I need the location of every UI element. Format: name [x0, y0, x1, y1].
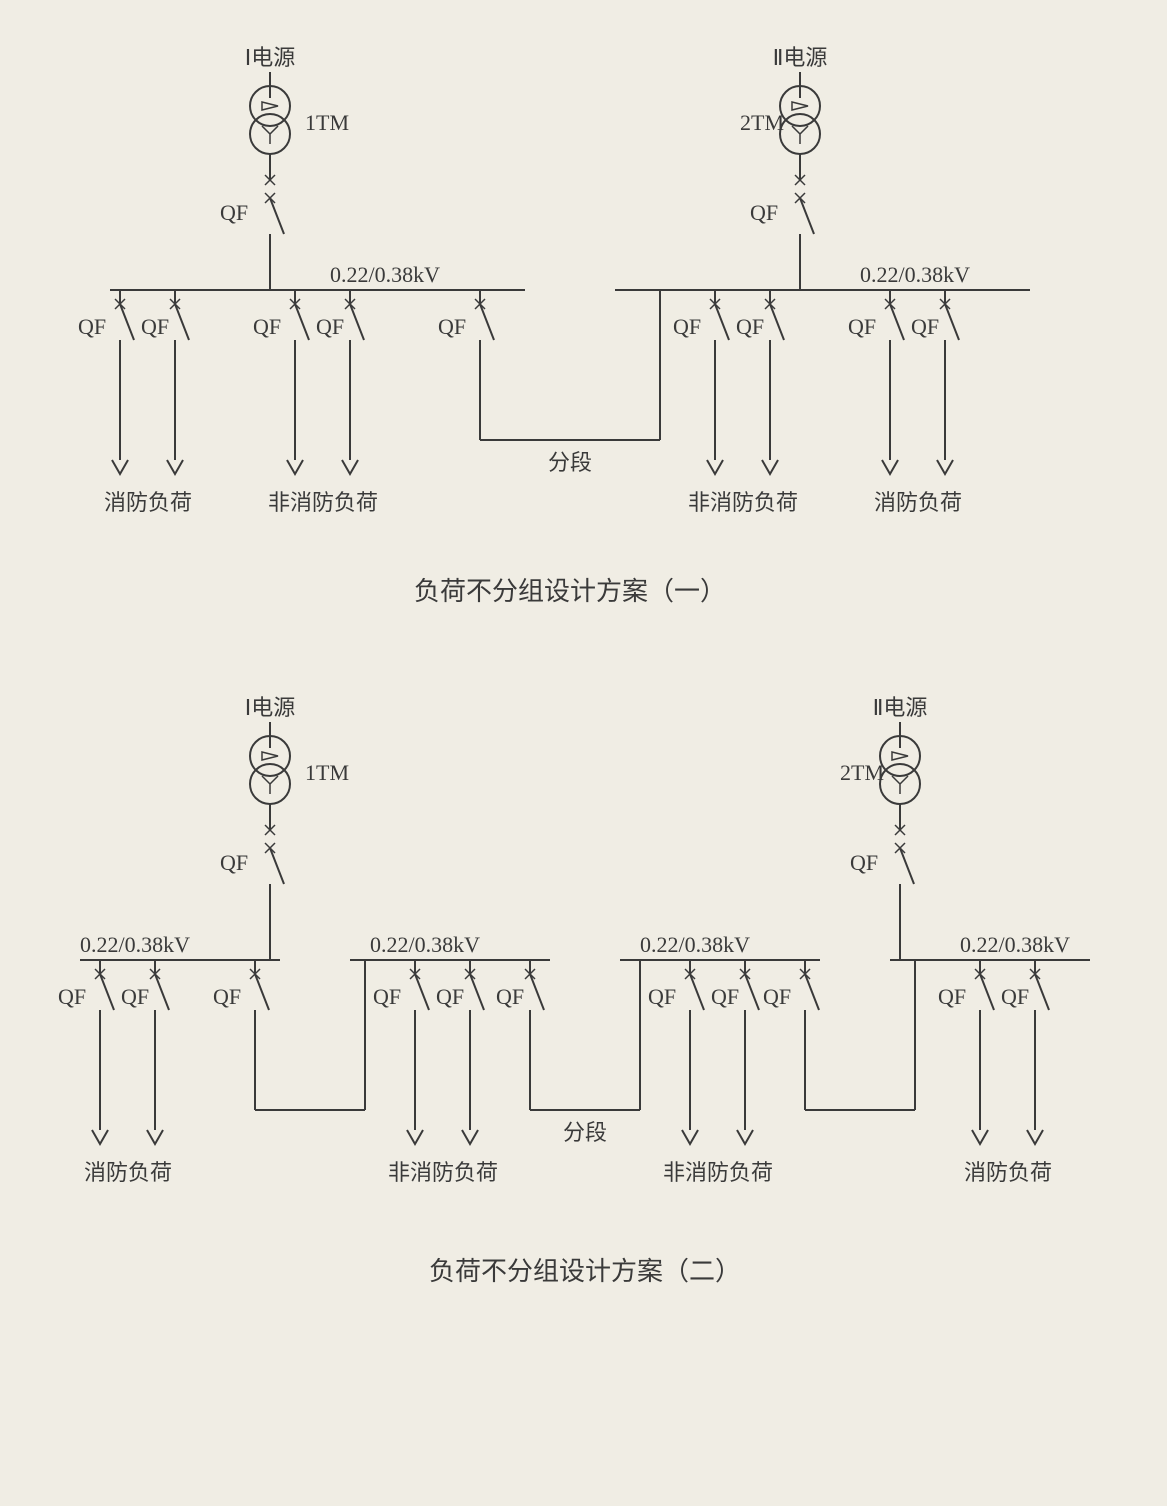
- arrow-icon: [707, 460, 723, 474]
- load-fire-label: 消防负荷: [964, 1160, 1052, 1185]
- arrow-icon: [737, 1130, 753, 1144]
- source-2-label: Ⅱ电源: [873, 695, 928, 720]
- qf-label: QF: [1001, 984, 1029, 1009]
- qf-label: QF: [220, 200, 248, 225]
- qf-label: QF: [496, 984, 524, 1009]
- bus-b-feeders: QF QF 非消防负荷 QF: [255, 960, 544, 1185]
- qf-label: QF: [938, 984, 966, 1009]
- qf-label: QF: [436, 984, 464, 1009]
- main-breaker-1-icon: [265, 843, 284, 892]
- qf-label: QF: [711, 984, 739, 1009]
- source-1: Ⅰ电源 1TM QF: [220, 695, 349, 960]
- qf-label: QF: [220, 850, 248, 875]
- diagram-1-title: 负荷不分组设计方案（一）: [414, 577, 726, 606]
- diagram-2-title: 负荷不分组设计方案（二）: [429, 1257, 741, 1286]
- arrow-icon: [407, 1130, 423, 1144]
- source-2: Ⅱ电源 2TM QF: [840, 695, 927, 960]
- qf-label: QF: [850, 850, 878, 875]
- qf-label: QF: [750, 200, 778, 225]
- qf-label: QF: [213, 984, 241, 1009]
- arrow-icon: [342, 460, 358, 474]
- qf-label: QF: [911, 314, 939, 339]
- voltage-label: 0.22/0.38kV: [960, 932, 1070, 957]
- bus-d-feeders: QF QF 消防负荷: [805, 960, 1052, 1185]
- diagram-2: Ⅰ电源 1TM QF Ⅱ电源 2TM QF 0.22/0.38kV 0.22/0…: [58, 695, 1090, 1286]
- load-nonfire-label: 非消防负荷: [688, 490, 798, 515]
- bus-a-feeders: QF QF 消防负荷 QF: [58, 960, 269, 1185]
- qf-label: QF: [253, 314, 281, 339]
- main-breaker-2-icon: [895, 843, 914, 892]
- qf-label: QF: [141, 314, 169, 339]
- section-label: 分段: [548, 450, 592, 475]
- qf-label: QF: [763, 984, 791, 1009]
- section-label: 分段: [563, 1120, 607, 1145]
- source-1-label: Ⅰ电源: [245, 45, 296, 70]
- voltage-label: 0.22/0.38kV: [640, 932, 750, 957]
- qf-label: QF: [673, 314, 701, 339]
- source-1-label: Ⅰ电源: [245, 695, 296, 720]
- qf-label: QF: [373, 984, 401, 1009]
- bus-c-feeders: 分段 QF QF 非消防负荷 QF: [530, 960, 819, 1185]
- load-fire-label: 消防负荷: [84, 1160, 172, 1185]
- qf-label: QF: [736, 314, 764, 339]
- arrow-icon: [682, 1130, 698, 1144]
- qf-label: QF: [848, 314, 876, 339]
- arrow-icon: [287, 460, 303, 474]
- main-breaker-1-icon: [265, 193, 284, 242]
- main-breaker-2-icon: [795, 193, 814, 242]
- qf-label: QF: [121, 984, 149, 1009]
- feeders-right: 分段 QF QF 非消防负荷 QF QF: [480, 290, 962, 515]
- voltage-label: 0.22/0.38kV: [80, 932, 190, 957]
- qf-label: QF: [58, 984, 86, 1009]
- tm1-label: 1TM: [305, 760, 349, 785]
- voltage-label: 0.22/0.38kV: [370, 932, 480, 957]
- arrow-icon: [1027, 1130, 1043, 1144]
- arrow-icon: [147, 1130, 163, 1144]
- qf-label: QF: [438, 314, 466, 339]
- arrow-icon: [972, 1130, 988, 1144]
- feeders-left: QF QF 消防负荷 QF QF 非消防负荷: [78, 290, 494, 515]
- arrow-icon: [462, 1130, 478, 1144]
- voltage-label-2: 0.22/0.38kV: [860, 262, 970, 287]
- source-1: Ⅰ电源 1TM QF: [220, 45, 349, 290]
- arrow-icon: [167, 460, 183, 474]
- arrow-icon: [937, 460, 953, 474]
- tm1-label: 1TM: [305, 110, 349, 135]
- tm2-label: 2TM: [840, 760, 884, 785]
- qf-label: QF: [78, 314, 106, 339]
- load-fire-label: 消防负荷: [104, 490, 192, 515]
- arrow-icon: [762, 460, 778, 474]
- arrow-icon: [92, 1130, 108, 1144]
- tm2-label: 2TM: [740, 110, 784, 135]
- qf-label: QF: [316, 314, 344, 339]
- source-2-label: Ⅱ电源: [773, 45, 828, 70]
- voltage-label-1: 0.22/0.38kV: [330, 262, 440, 287]
- diagram-1: Ⅰ电源 1TM QF Ⅱ电源 2TM QF 0.22/0.38kV 0.22/0…: [78, 45, 1030, 606]
- qf-label: QF: [648, 984, 676, 1009]
- arrow-icon: [882, 460, 898, 474]
- source-2: Ⅱ电源 2TM QF: [740, 45, 827, 290]
- load-nonfire-label: 非消防负荷: [388, 1160, 498, 1185]
- load-fire-label: 消防负荷: [874, 490, 962, 515]
- arrow-icon: [112, 460, 128, 474]
- load-nonfire-label: 非消防负荷: [663, 1160, 773, 1185]
- load-nonfire-label: 非消防负荷: [268, 490, 378, 515]
